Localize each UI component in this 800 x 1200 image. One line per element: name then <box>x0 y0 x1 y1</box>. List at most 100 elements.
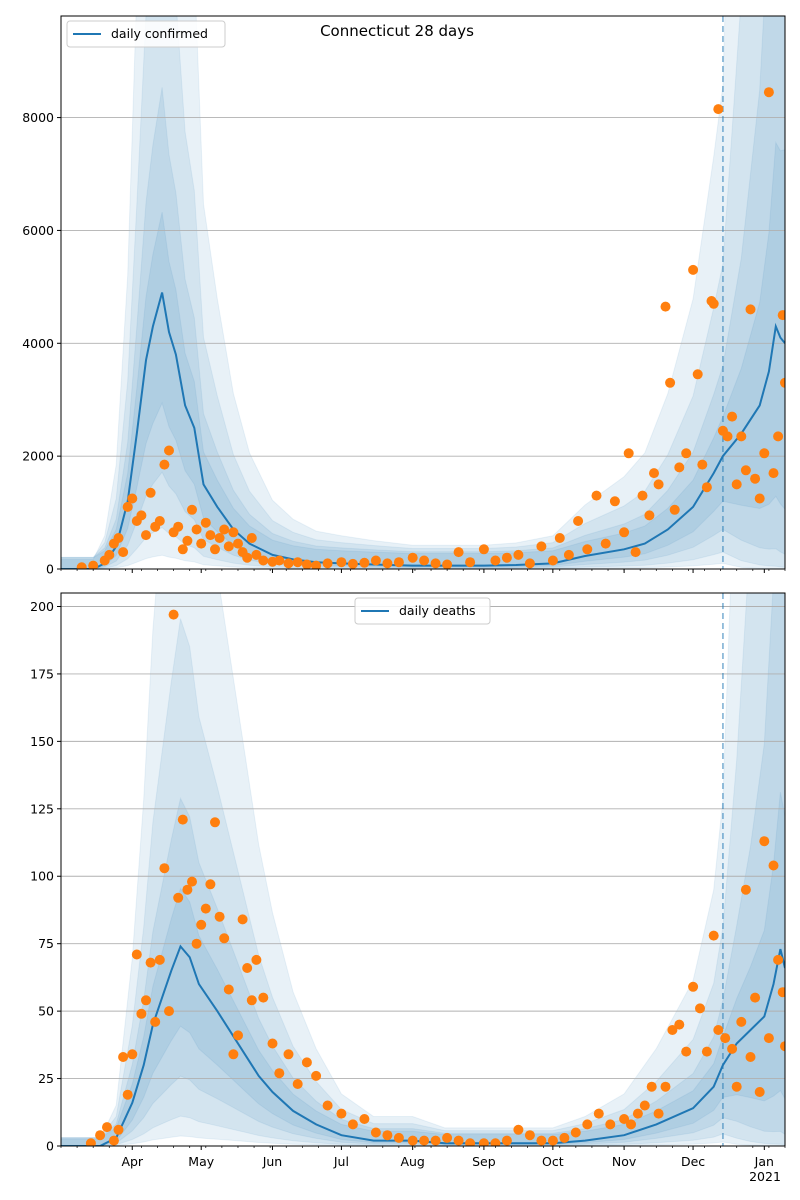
deaths-point <box>205 879 216 890</box>
confirmed-point <box>501 552 512 563</box>
deaths-point <box>336 1108 347 1119</box>
confirmed-point <box>759 448 770 459</box>
xtick-label: Jun <box>262 1154 283 1169</box>
confirmed-point <box>242 552 253 563</box>
confirmed-point <box>191 524 202 535</box>
deaths-point <box>695 1003 705 1014</box>
confirmed-point <box>228 527 239 538</box>
confirmed-point <box>210 544 220 555</box>
confirmed-ytick-label: 6000 <box>22 223 54 238</box>
deaths-point <box>159 863 170 874</box>
confirmed-frame <box>60 15 786 570</box>
confirmed-point <box>688 264 699 275</box>
deaths-point <box>536 1135 547 1146</box>
confirmed-point <box>177 544 188 555</box>
deaths-point <box>740 884 751 895</box>
deaths-point <box>102 1122 112 1133</box>
xtick-label: Apr <box>121 1154 143 1169</box>
confirmed-point <box>750 473 761 484</box>
confirmed-point <box>768 468 779 479</box>
deaths-point <box>708 930 719 941</box>
deaths-point <box>646 1081 657 1092</box>
deaths-point <box>237 914 248 925</box>
deaths-point <box>674 1019 685 1030</box>
confirmed-point <box>246 533 257 543</box>
deaths-point <box>196 919 207 930</box>
chart-title: Connecticut 28 days <box>320 22 474 40</box>
confirmed-point <box>731 479 742 490</box>
deaths-point <box>233 1030 243 1041</box>
confirmed-ytick-label: 8000 <box>22 110 54 125</box>
deaths-point <box>200 903 211 914</box>
deaths-point <box>626 1119 636 1130</box>
deaths-series-line <box>61 944 785 1146</box>
deaths-point <box>173 892 184 903</box>
xtick-label: Jan <box>754 1154 774 1169</box>
deaths-ytick-label: 75 <box>38 936 54 951</box>
confirmed-ytick-label: 4000 <box>22 336 54 351</box>
deaths-point <box>118 1052 129 1062</box>
deaths-point <box>763 1033 774 1044</box>
confirmed-point <box>370 555 381 566</box>
deaths-point <box>246 995 257 1006</box>
confirmed-point <box>697 459 708 470</box>
deaths-point <box>582 1119 593 1130</box>
xtick-label: Oct <box>542 1154 564 1169</box>
deaths-point <box>223 984 234 995</box>
deaths-point <box>283 1049 294 1060</box>
deaths-point <box>701 1046 712 1057</box>
deaths-point <box>727 1043 738 1054</box>
deaths-band-1 <box>61 593 785 1146</box>
deaths-point <box>311 1070 322 1081</box>
deaths-point <box>187 876 197 887</box>
confirmed-point <box>164 445 174 456</box>
confirmed-point <box>563 549 574 560</box>
confirmed-point <box>258 555 269 566</box>
deaths-point <box>274 1068 285 1079</box>
deaths-point <box>605 1119 616 1130</box>
confirmed-point <box>76 562 87 569</box>
confirmed-plot-area <box>61 16 785 569</box>
confirmed-point <box>113 533 124 543</box>
confirmed-point <box>674 462 685 473</box>
confirmed-point <box>649 468 659 479</box>
confirmed-point <box>322 558 333 569</box>
deaths-ytick-label: 25 <box>38 1071 54 1086</box>
confirmed-point <box>336 557 347 568</box>
deaths-point <box>145 957 156 968</box>
confirmed-point <box>274 555 285 566</box>
confirmed-point <box>251 549 262 560</box>
deaths-ytick-label: 200 <box>30 599 54 614</box>
confirmed-point <box>311 560 322 569</box>
confirmed-point <box>127 493 138 504</box>
confirmed-point <box>173 521 184 532</box>
confirmed-y-ticks: 0 2000 4000 6000 8000 <box>22 110 61 577</box>
confirmed-point <box>763 87 774 98</box>
confirmed-band-4 <box>61 140 785 569</box>
confirmed-point <box>623 448 634 459</box>
confirmed-point <box>740 465 751 476</box>
confirmed-point <box>465 557 476 568</box>
deaths-ytick-label: 100 <box>30 869 54 884</box>
deaths-point <box>780 1041 785 1052</box>
deaths-point <box>393 1132 404 1143</box>
confirmed-point <box>754 493 765 504</box>
deaths-point <box>667 1025 678 1035</box>
confirmed-point <box>524 558 535 569</box>
xtick-label: Aug <box>400 1154 424 1169</box>
confirmed-point <box>196 538 207 549</box>
confirmed-point <box>736 431 747 442</box>
deaths-plot-area <box>61 593 785 1146</box>
deaths-point <box>407 1135 418 1146</box>
deaths-point <box>653 1108 664 1119</box>
deaths-point <box>419 1135 430 1146</box>
deaths-ytick-label: 0 <box>46 1139 54 1154</box>
deaths-point <box>490 1138 501 1146</box>
deaths-band-2 <box>61 593 785 1146</box>
deaths-point <box>347 1119 358 1130</box>
deaths-point <box>95 1130 106 1141</box>
confirmed-legend: daily confirmed <box>66 20 226 48</box>
xtick-label: Dec <box>681 1154 705 1169</box>
confirmed-point <box>419 555 430 566</box>
